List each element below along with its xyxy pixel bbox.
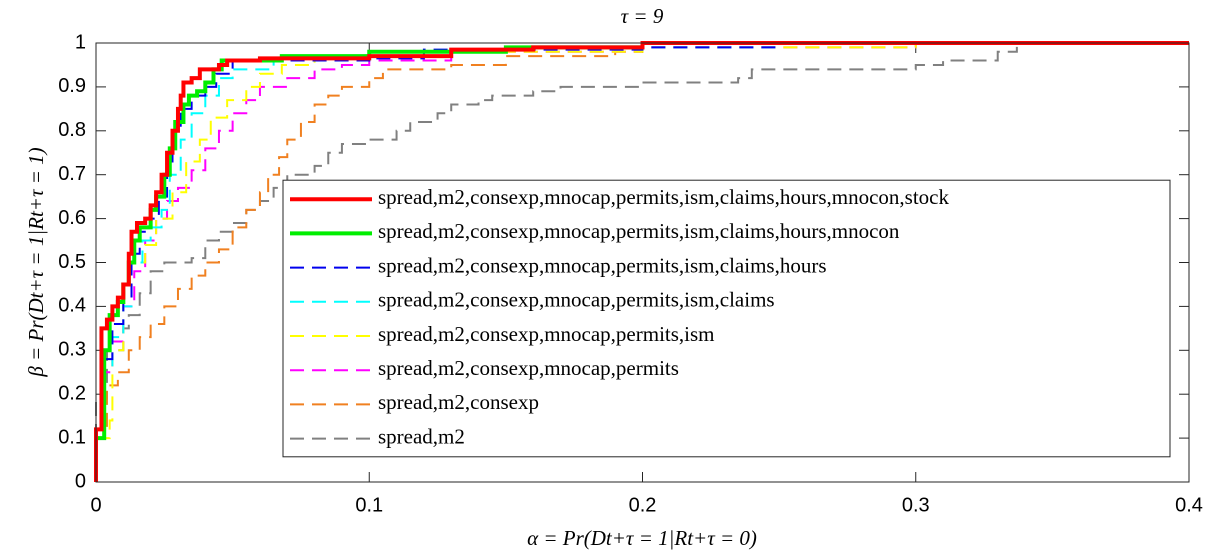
axes-box: [95, 42, 1190, 483]
y-tick-label: 0.5: [58, 251, 86, 273]
series-line: [95, 42, 1189, 482]
series-line: [94, 41, 1189, 482]
legend-label: spread,m2,consexp,mnocap,permits,ism,cla…: [378, 219, 900, 243]
y-tick-label: 0.3: [58, 339, 86, 361]
x-tick-label: 0.4: [1175, 494, 1203, 516]
y-tick-label: 0.4: [58, 295, 86, 317]
x-tick-label: 0: [90, 494, 101, 516]
chart-title: τ = 9: [621, 4, 664, 28]
x-tick-label: 0.2: [629, 494, 657, 516]
y-tick-label: 0.7: [58, 163, 86, 185]
y-tick-label: 0.8: [58, 119, 86, 141]
x-tick-label: 0.3: [902, 494, 930, 516]
legend-label: spread,m2: [378, 424, 465, 448]
y-axis-label: β = Pr(Dt+τ = 1|Rt+τ = 1): [24, 147, 48, 377]
legend-label: spread,m2,consexp,mnocap,permits,ism: [378, 322, 715, 346]
legend-label: spread,m2,consexp,mnocap,permits,ism,cla…: [378, 253, 827, 277]
series-line: [95, 42, 1189, 482]
y-tick-label: 0.9: [58, 75, 86, 97]
y-tick-label: 0.2: [58, 382, 86, 404]
legend-label: spread,m2,consexp: [378, 390, 539, 414]
y-tick-label: 0.6: [58, 207, 86, 229]
legend-box: [282, 179, 1171, 458]
legend-label: spread,m2,consexp,mnocap,permits: [378, 356, 679, 380]
y-tick-label: 1: [75, 31, 86, 53]
y-tick-label: 0.1: [58, 426, 86, 448]
legend-label: spread,m2,consexp,mnocap,permits,ism,cla…: [378, 185, 949, 209]
x-tick-label: 0.1: [355, 494, 383, 516]
legend-label: spread,m2,consexp,mnocap,permits,ism,cla…: [378, 288, 775, 312]
x-axis-label: α = Pr(Dt+τ = 1|Rt+τ = 0): [527, 526, 757, 550]
y-tick-label: 0: [75, 470, 86, 492]
